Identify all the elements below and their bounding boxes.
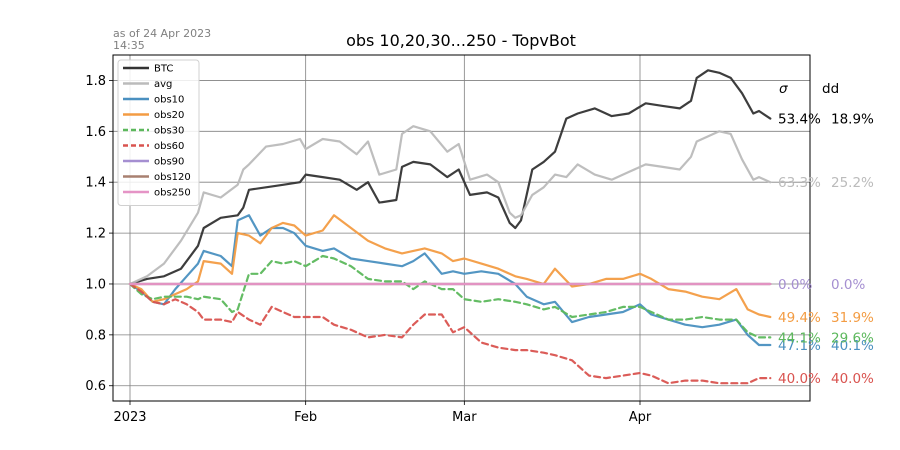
sigma-label-obs30: 44.1% <box>778 330 821 346</box>
sigma-label-avg: 63.3% <box>778 175 821 191</box>
x-tick-label: 2023 <box>113 410 146 425</box>
legend-label-obs10: obs10 <box>154 95 184 106</box>
legend: BTC avg obs10 obs20 obs30 obs60 obs90 obs120 obs… <box>117 59 200 206</box>
legend-label-obs250: obs250 <box>154 188 191 199</box>
series-lines <box>128 69 772 385</box>
dd-label-obs90: 0.0% <box>831 277 865 293</box>
legend-label-obs30: obs30 <box>154 126 184 137</box>
dd-label-obs20: 31.9% <box>831 310 874 326</box>
sigma-label-BTC: 53.4% <box>778 112 821 128</box>
legend-label-BTC: BTC <box>154 64 173 75</box>
legend-label-obs120: obs120 <box>154 172 191 183</box>
dd-label-avg: 25.2% <box>831 175 874 191</box>
chart-title: obs 10,20,30...250 - TopvBot <box>346 31 576 50</box>
y-tick-label: 0.8 <box>85 328 106 343</box>
sigma-label-obs60: 40.0% <box>778 371 821 387</box>
y-tick-label: 1.6 <box>85 125 106 140</box>
y-tick-label: 1.0 <box>85 277 106 292</box>
dd-label-obs10: 40.1% <box>831 338 874 354</box>
series-line-obs30 <box>128 254 772 339</box>
y-tick-label: 1.8 <box>85 74 106 89</box>
legend-label-obs20: obs20 <box>154 110 184 121</box>
legend-label-obs90: obs90 <box>154 157 184 168</box>
dd-label-BTC: 18.9% <box>831 112 874 128</box>
axis-ticks: 0.6 0.8 1.0 1.2 1.4 1.6 1.8 2023 Feb Mar Apr <box>85 74 652 425</box>
dd-label-obs60: 40.0% <box>831 371 874 387</box>
x-tick-label: Feb <box>294 410 317 425</box>
series-line-avg <box>128 125 772 286</box>
y-tick-label: 0.6 <box>85 379 106 394</box>
legend-label-obs60: obs60 <box>154 141 184 152</box>
dd-label-obs30: 29.6% <box>831 330 874 346</box>
gridlines <box>113 55 810 401</box>
series-line-BTC <box>128 69 772 286</box>
series-line-obs20 <box>128 214 772 319</box>
sigma-label-obs90: 0.0% <box>778 277 812 293</box>
dd-header: dd <box>822 81 839 97</box>
sigma-header: σ <box>779 81 788 97</box>
timestamp-time: 14:35 <box>113 39 145 52</box>
series-line-obs60 <box>128 282 772 385</box>
x-tick-label: Apr <box>629 410 652 425</box>
series-annotations: 53.4% 18.9% 63.3% 25.2% 47.1% 40.1% 49.4% 31.9%… <box>778 112 874 387</box>
y-tick-label: 1.4 <box>85 176 106 191</box>
sigma-label-obs10: 47.1% <box>778 338 821 354</box>
series-line-obs10 <box>128 214 772 347</box>
x-tick-label: Mar <box>452 410 477 425</box>
plot-frame <box>112 54 811 402</box>
legend-box <box>117 59 200 206</box>
timestamp-date: as of 24 Apr 2023 <box>113 27 211 40</box>
y-tick-label: 1.2 <box>85 227 106 242</box>
sigma-label-obs20: 49.4% <box>778 310 821 326</box>
legend-label-avg: avg <box>154 79 172 90</box>
